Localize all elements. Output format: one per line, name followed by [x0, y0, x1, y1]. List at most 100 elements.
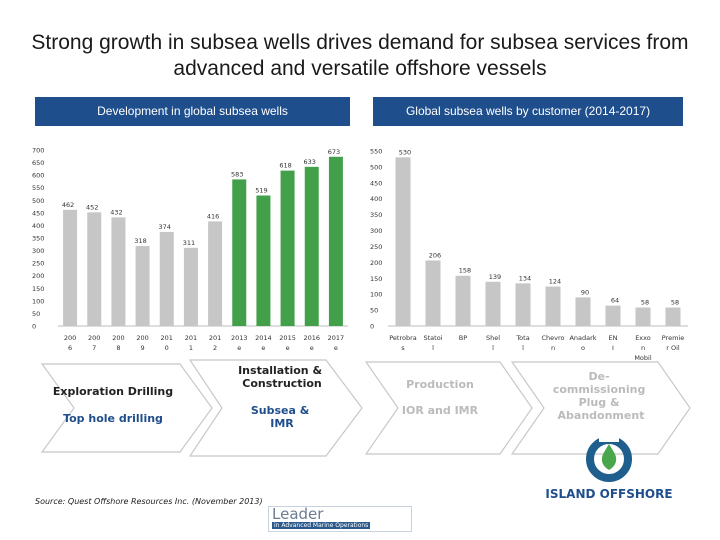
left-y-tick-label: 600	[32, 172, 44, 180]
left-bar	[328, 156, 343, 326]
left-value-label: 583	[231, 170, 243, 178]
right-x-tick-line: Chevro	[541, 334, 564, 342]
right-x-tick-line: s	[401, 344, 405, 352]
left-value-label: 432	[110, 208, 122, 216]
left-x-tick-line: 2013	[231, 334, 248, 342]
right-x-tick-line: n	[641, 344, 645, 352]
leader-logo: Leader in Advanced Marine Operations	[268, 505, 412, 532]
right-value-label: 64	[611, 297, 619, 305]
right-x-tick-line: BP	[459, 334, 467, 342]
right-x-tick-line: o	[581, 344, 585, 352]
left-x-tick-line: 2017	[328, 334, 345, 342]
right-y-tick-label: 500	[370, 163, 382, 171]
left-x-tick-line: e	[286, 344, 290, 352]
right-bar	[635, 307, 651, 326]
right-x-tick-label: Shel l	[486, 334, 500, 352]
left-y-tick-label: 500	[32, 197, 44, 205]
subsea-wells-development-chart: 0 50 100 150 200 250 300 350 400 450 500 550 600 650 7…	[32, 147, 348, 352]
right-value-label: 158	[459, 267, 471, 275]
left-value-label: 633	[304, 158, 316, 166]
left-x-tick-line: 2016	[303, 334, 320, 342]
left-y-tick-label: 550	[32, 184, 44, 192]
left-x-tick-line: 200	[64, 334, 76, 342]
right-value-label: 134	[519, 274, 531, 282]
right-value-label: 206	[429, 251, 441, 259]
left-bar	[232, 179, 247, 326]
left-value-label: 673	[328, 148, 340, 156]
left-x-tick-label: 201 1	[185, 334, 197, 352]
right-bar	[485, 281, 501, 326]
left-x-tick-line: e	[310, 344, 314, 352]
subsea-imr-label: Subsea & IMR	[251, 404, 313, 430]
left-y-tick-label: 450	[32, 209, 44, 217]
right-y-tick-label: 400	[370, 195, 382, 203]
left-x-tick-label: 2016 e	[303, 334, 320, 352]
right-bar	[395, 157, 411, 326]
left-x-tick-label: 2013 e	[231, 334, 248, 352]
production-label: Production	[406, 378, 474, 391]
right-chart-header: Global subsea wells by customer (2014-20…	[373, 97, 683, 126]
right-x-tick-label: BP	[459, 334, 467, 342]
leader-wordmark: Leader	[272, 505, 324, 523]
right-value-label: 139	[489, 273, 501, 281]
right-bar	[455, 275, 471, 326]
left-y-tick-label: 100	[32, 297, 44, 305]
decommissioning-label: De- commissioning Plug & Abandonment	[553, 370, 649, 422]
decommissioning-arrow	[510, 361, 691, 455]
right-y-tick-label: 50	[370, 307, 378, 315]
left-x-tick-label: 200 6	[64, 334, 76, 352]
right-bar	[665, 307, 681, 326]
right-x-tick-label: Anadark o	[569, 334, 596, 352]
left-x-tick-line: 0	[165, 344, 169, 352]
left-x-tick-label: 2014 e	[255, 334, 272, 352]
left-x-tick-line: 200	[88, 334, 100, 342]
left-bar	[135, 246, 150, 326]
right-y-tick-label: 300	[370, 227, 382, 235]
left-x-tick-line: e	[261, 344, 265, 352]
value-chain-arrows: Exploration Drilling Top hole drilling I…	[40, 359, 691, 457]
left-x-tick-line: 201	[185, 334, 197, 342]
left-x-tick-label: 201 0	[161, 334, 173, 352]
installation-line-1: Installation &	[238, 364, 322, 377]
right-bar	[605, 305, 621, 326]
production-arrow	[364, 361, 533, 455]
left-y-tick-label: 350	[32, 235, 44, 243]
right-value-label: 90	[581, 288, 589, 296]
left-x-tick-line: 2014	[255, 334, 272, 342]
right-y-tick-label: 350	[370, 211, 382, 219]
left-x-tick-line: 1	[189, 344, 193, 352]
right-value-label: 58	[641, 299, 649, 307]
left-y-tick-label: 650	[32, 159, 44, 167]
right-x-tick-label: EN I	[609, 334, 618, 352]
right-x-tick-label: Premie r Oil	[662, 334, 684, 352]
right-value-label: 530	[399, 148, 411, 156]
right-y-tick-label: 0	[370, 323, 374, 331]
left-value-label: 519	[255, 187, 267, 195]
decommissioning-line-1: De-	[588, 370, 609, 383]
left-bar	[87, 212, 102, 326]
right-x-tick-line: l	[432, 344, 434, 352]
right-x-tick-line: Premie	[662, 334, 684, 342]
right-y-tick-label: 250	[370, 243, 382, 251]
right-x-tick-label: Chevro n	[541, 334, 564, 352]
left-value-label: 318	[134, 237, 146, 245]
left-chart-header: Development in global subsea wells	[35, 97, 350, 126]
left-bar	[304, 166, 319, 326]
logo-gap	[599, 434, 619, 442]
left-value-label: 374	[159, 223, 171, 231]
subsea-imr-line-2: IMR	[270, 417, 294, 430]
left-x-tick-line: 6	[68, 344, 72, 352]
left-bar	[183, 247, 198, 326]
right-x-tick-label: Statoi l	[424, 334, 443, 352]
left-x-tick-label: 200 7	[88, 334, 100, 352]
right-value-label: 58	[671, 299, 679, 307]
left-x-tick-line: 9	[141, 344, 145, 352]
right-x-tick-line: Petrobra	[389, 334, 417, 342]
right-x-tick-line: l	[522, 344, 524, 352]
left-x-tick-label: 200 9	[136, 334, 148, 352]
right-bar	[545, 286, 561, 326]
island-offshore-wordmark: ISLAND OFFSHORE	[545, 487, 672, 501]
left-x-tick-line: 201	[209, 334, 221, 342]
right-x-tick-label: Exxo n Mobil	[634, 334, 652, 362]
left-y-tick-label: 150	[32, 285, 44, 293]
